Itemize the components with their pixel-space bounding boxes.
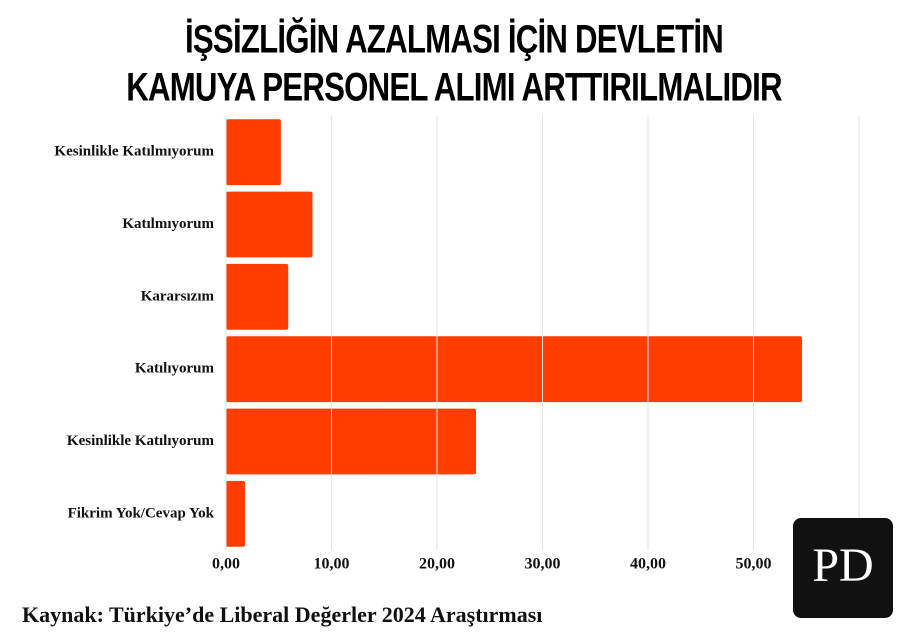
y-tick-label: Katılıyorum <box>135 361 215 377</box>
bar <box>226 480 245 547</box>
logo-box <box>793 518 893 618</box>
y-tick-label: Fikrim Yok/Cevap Yok <box>68 505 215 521</box>
x-tick-label: 40,00 <box>630 556 666 573</box>
y-tick-label: Kesinlikle Katılıyorum <box>67 433 215 449</box>
y-tick-label: Kesinlikle Katılmıyorum <box>54 144 214 160</box>
bar <box>226 336 803 403</box>
bar <box>226 263 289 330</box>
x-tick-label: 50,00 <box>736 556 772 573</box>
y-tick-label: Katılmıyorum <box>122 216 214 232</box>
x-tick-label: 30,00 <box>525 556 561 573</box>
bar <box>226 191 313 258</box>
x-tick-label: 20,00 <box>419 556 455 573</box>
chart-title: KAMUYA PERSONEL ALIMI ARTTIRILMALIDIR <box>126 65 782 110</box>
chart-title: İŞSİZLİĞİN AZALMASI İÇİN DEVLETİN <box>185 17 723 62</box>
x-tick-label: 0,00 <box>212 556 240 573</box>
bar <box>226 119 281 186</box>
source: Kaynak: Türkiye’de Liberal Değerler 2024… <box>22 602 542 627</box>
y-tick-label: Kararsızım <box>141 288 215 304</box>
logo: PD <box>812 539 873 592</box>
bar <box>226 408 477 475</box>
x-tick-label: 10,00 <box>314 556 350 573</box>
